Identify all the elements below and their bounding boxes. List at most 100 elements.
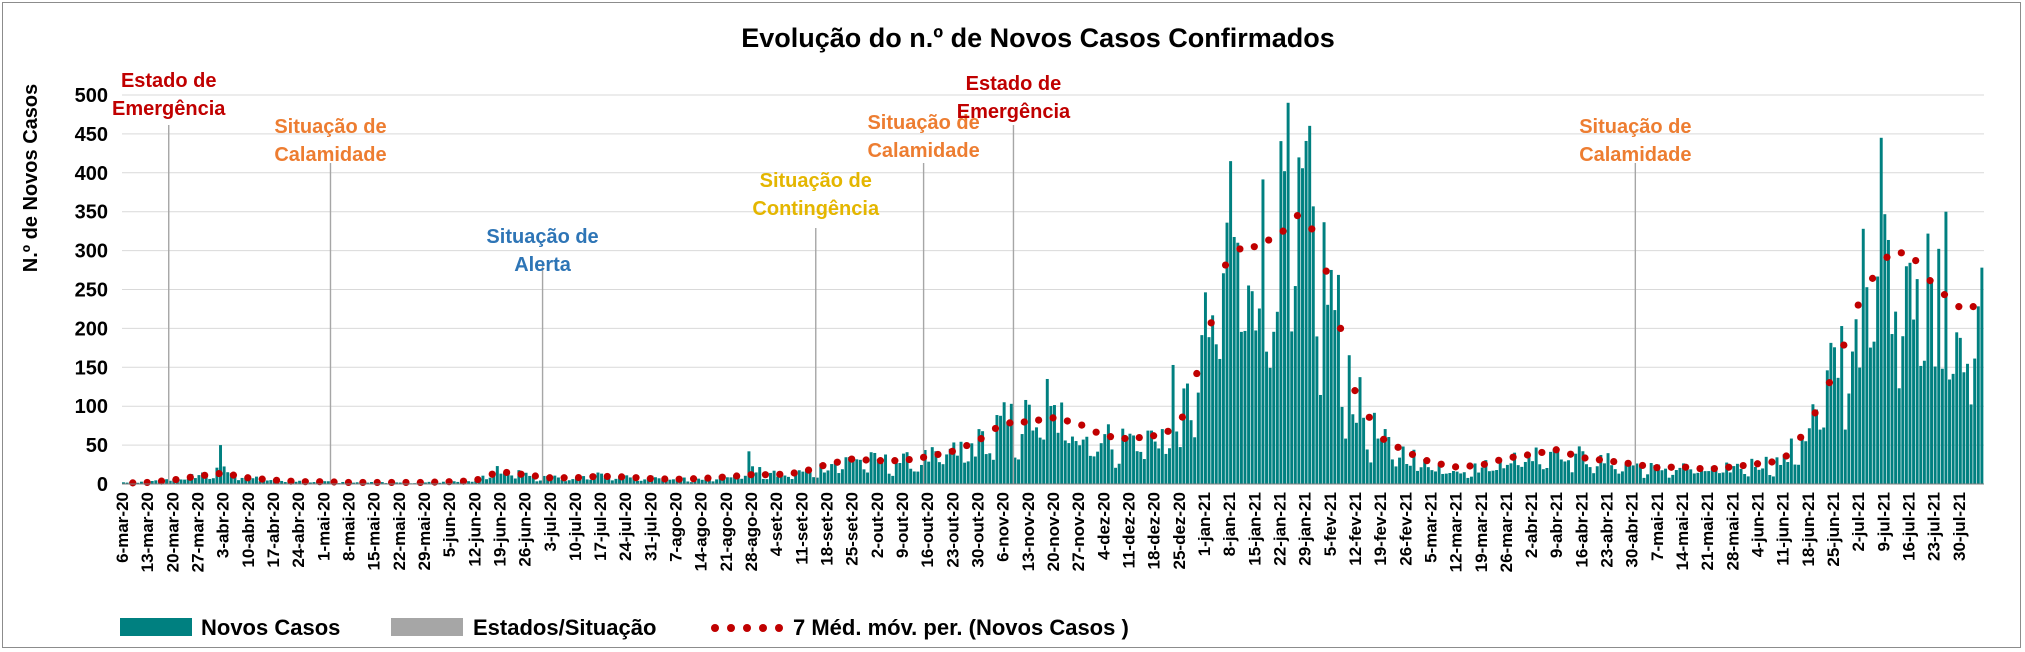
moving-average-point xyxy=(488,470,496,478)
bar xyxy=(531,476,535,484)
bar xyxy=(1340,406,1344,484)
bar xyxy=(1872,341,1876,484)
bar xyxy=(625,475,629,484)
bar xyxy=(503,472,506,484)
bar xyxy=(1567,460,1570,484)
x-tick-label: 8-jan-21 xyxy=(1220,492,1239,556)
state-annotation: Situação de Alerta xyxy=(486,226,598,276)
x-tick-label: 3-jul-20 xyxy=(541,492,560,552)
legend-dot xyxy=(759,624,767,632)
bar xyxy=(1290,331,1294,484)
bar xyxy=(1146,430,1150,484)
x-tick-label: 8-mai-20 xyxy=(339,492,358,561)
bar xyxy=(1405,463,1409,484)
bar xyxy=(1347,355,1351,484)
bar xyxy=(1685,467,1689,484)
bar xyxy=(797,470,801,484)
x-tick-label: 1-jan-21 xyxy=(1195,492,1214,556)
bar xyxy=(467,481,471,484)
bar xyxy=(700,479,704,484)
bar xyxy=(1588,467,1592,484)
bar xyxy=(1473,463,1477,484)
bar xyxy=(1628,465,1632,484)
bar xyxy=(352,482,356,484)
bar xyxy=(639,480,643,484)
bar xyxy=(963,462,967,484)
bar xyxy=(1326,304,1330,484)
moving-average-point xyxy=(531,472,539,480)
bar xyxy=(1035,427,1038,484)
state-annotation-line: Situação de xyxy=(760,170,872,192)
bar xyxy=(1232,236,1236,484)
legend-dot xyxy=(775,624,783,632)
bar xyxy=(1333,310,1337,484)
bar xyxy=(1060,402,1064,484)
bar xyxy=(783,475,787,484)
legend: Novos Casos Estados/Situação 7 Méd. móv.… xyxy=(120,615,1129,640)
x-tick-label: 7-mai-21 xyxy=(1648,492,1667,561)
bar xyxy=(1933,366,1937,484)
bar xyxy=(1789,438,1793,484)
state-annotation: Estado de Emergência xyxy=(957,73,1071,123)
state-annotation: Situação de Calamidade xyxy=(1579,116,1691,166)
moving-average-point xyxy=(603,472,611,481)
x-tick-label: 27-mar-20 xyxy=(188,492,207,572)
bar xyxy=(1901,336,1905,484)
x-tick-label: 1-mai-20 xyxy=(314,492,333,561)
x-tick-label: 19-jun-20 xyxy=(490,492,509,567)
x-tick-label: 5-mar-21 xyxy=(1421,492,1440,563)
bar xyxy=(524,472,528,484)
bar xyxy=(1556,448,1560,484)
moving-average-point xyxy=(1811,409,1819,417)
bar xyxy=(1638,465,1642,484)
bar xyxy=(179,479,183,484)
bar xyxy=(858,459,862,484)
bar xyxy=(222,466,226,484)
bar xyxy=(1620,471,1624,484)
bar xyxy=(1520,466,1524,484)
moving-average-point xyxy=(761,471,770,479)
bar xyxy=(1523,461,1527,484)
moving-average-point xyxy=(1236,245,1244,253)
bar xyxy=(1646,474,1650,484)
bar xyxy=(1164,453,1168,484)
bar xyxy=(567,480,571,484)
bar xyxy=(869,452,873,484)
bar xyxy=(1088,455,1092,484)
bar xyxy=(945,454,949,484)
moving-average-point xyxy=(704,474,712,482)
bar xyxy=(1728,472,1732,484)
bar xyxy=(729,477,733,484)
state-annotation: Situação de Calamidade xyxy=(274,116,386,166)
x-tick-label: 18-set-20 xyxy=(818,492,837,566)
bar xyxy=(1509,463,1513,484)
x-tick-label: 11-set-20 xyxy=(792,492,811,565)
moving-average-point xyxy=(1078,421,1086,429)
bar xyxy=(603,477,607,484)
bar xyxy=(1013,457,1017,484)
moving-average-point xyxy=(574,473,583,482)
moving-average-point xyxy=(229,471,238,479)
bar xyxy=(370,481,373,484)
y-tick-label: 350 xyxy=(75,202,108,224)
bar xyxy=(955,455,959,484)
bar xyxy=(1092,456,1096,484)
bar xyxy=(1153,441,1157,484)
moving-average-point xyxy=(1840,341,1848,349)
bar xyxy=(255,476,258,484)
bar xyxy=(1495,470,1499,484)
bar xyxy=(560,479,564,484)
moving-average-point xyxy=(186,473,194,481)
bar xyxy=(294,481,298,484)
bar xyxy=(948,448,952,484)
bar xyxy=(1362,417,1366,484)
moving-average-point xyxy=(316,478,324,486)
bar xyxy=(1682,463,1686,484)
moving-average-point xyxy=(244,474,252,482)
bar xyxy=(193,478,197,484)
bar xyxy=(1944,211,1948,484)
bar xyxy=(1002,402,1006,484)
bar xyxy=(1452,470,1455,484)
moving-average-point xyxy=(143,478,151,487)
